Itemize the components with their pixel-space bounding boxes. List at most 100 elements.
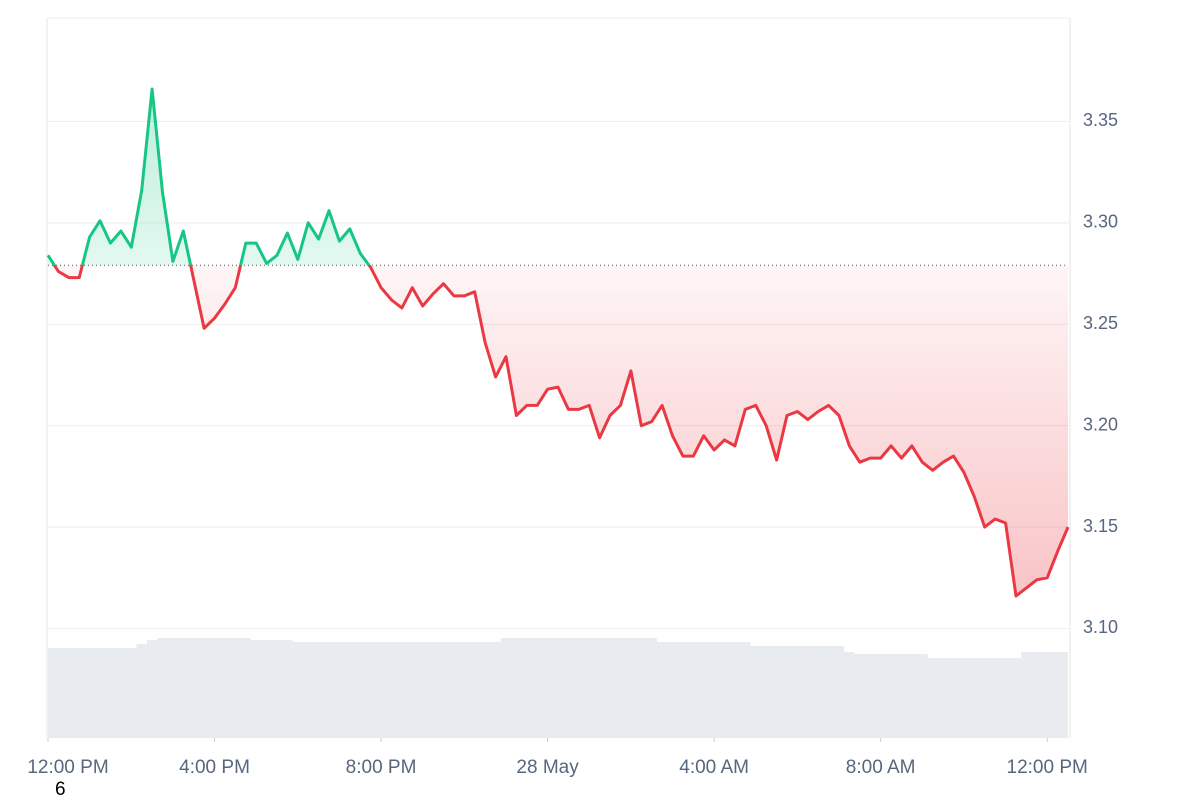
volume-bar [615,638,626,738]
y-tick-label: 3.20 [1083,414,1118,434]
volume-bar [552,638,564,738]
volume-bar [178,638,189,738]
volume-bar [677,642,689,738]
volume-bar [271,640,283,738]
volume-bar [500,638,512,738]
volume-bar [167,638,179,738]
volume-bar [146,640,158,738]
x-tick-label: 12:00 PM [1007,757,1088,778]
volume-bar [636,638,647,738]
volume-bar [261,640,272,738]
volume-bar [750,646,761,738]
volume-bar [448,642,460,738]
volume-bar [771,646,782,738]
y-tick-label: 3.15 [1083,516,1118,536]
volume-bar [303,642,314,738]
volume-bar [292,642,303,738]
volume-bar [48,648,54,738]
volume-bar [563,638,574,738]
volume-bar [792,646,803,738]
volume-bar [396,642,408,738]
volume-bar [490,642,501,738]
volume-bar [53,648,64,738]
volume-bar [802,646,813,738]
volume-bar [854,654,866,738]
volume-bar [157,638,168,738]
volume-bar [584,638,595,738]
y-tick-label: 3.25 [1083,313,1118,333]
volume-bar [906,654,918,738]
volume-bar [885,654,897,738]
volume-bar [1021,652,1032,738]
volume-bar [917,654,928,738]
volume-bar [760,646,772,738]
volume-bar [375,642,387,738]
volume-bar [115,648,127,738]
volume-bar [594,638,605,738]
volume-bar [688,642,699,738]
volume-bar [240,638,251,738]
volume-bar [531,638,543,738]
volume-bar [875,654,886,738]
volume-bar [511,638,522,738]
y-tick-label: 3.35 [1083,110,1118,130]
volume-bar [708,642,720,738]
volume-bar [740,642,751,738]
volume-bar [573,638,585,738]
volume-bar [927,658,938,738]
volume-bar [250,640,262,738]
volume-bar [230,638,241,738]
volume-bar [729,642,741,738]
volume-bar [1010,658,1022,738]
volume-bar [896,654,907,738]
volume-bar [469,642,480,738]
volume-bar [865,654,876,738]
volume-bar [282,640,293,738]
y-tick-label: 3.10 [1083,617,1118,637]
volume-bar [969,658,980,738]
x-tick-label: 8:00 AM [846,757,916,778]
volume-bar [438,642,449,738]
x-tick-label: 12:00 PM [27,757,108,778]
x-tick-label: 28 May [516,757,579,778]
volume-bar [667,642,678,738]
volume-bar [105,648,116,738]
volume-bar [459,642,470,738]
volume-bar [313,642,324,738]
footnote: 6 [55,779,66,800]
volume-bar [989,658,1001,738]
volume-bar [334,642,345,738]
volume-bar [542,638,553,738]
volume-bar [625,638,637,738]
volume-bar [698,642,709,738]
x-tick-label: 8:00 PM [346,757,417,778]
volume-bar [937,658,949,738]
volume-bar [136,644,147,738]
volume-bar [188,638,199,738]
volume-bar [1000,658,1011,738]
volume-bar [355,642,366,738]
volume-bar [74,648,85,738]
x-tick-label: 4:00 PM [179,757,250,778]
volume-bar [948,658,959,738]
volume-bar [427,642,439,738]
volume-bar [386,642,397,738]
volume-bar [126,648,137,738]
volume-bar [646,638,657,738]
volume-bar [209,638,220,738]
price-area [48,89,1068,596]
price-line [46,87,1070,598]
volume-bar [417,642,428,738]
volume-bar [479,642,491,738]
y-tick-label: 3.30 [1083,212,1118,232]
volume-bar [1062,652,1068,738]
volume-bar [344,642,356,738]
volume-bar [1031,652,1042,738]
volume-bar [219,638,231,738]
volume-bar [365,642,376,738]
volume-bar [198,638,210,738]
x-tick-label: 4:00 AM [679,757,749,778]
volume-bar [823,646,834,738]
volume-bar [833,646,845,738]
